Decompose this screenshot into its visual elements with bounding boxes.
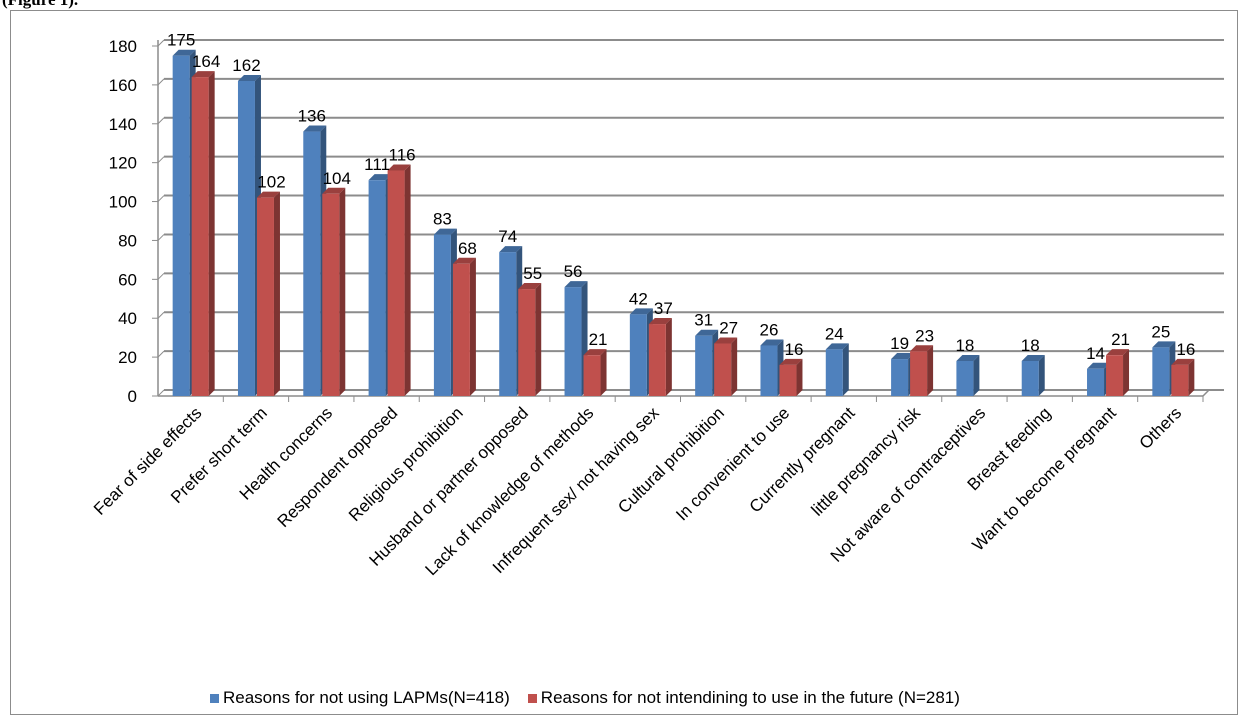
gridline-diagonal xyxy=(157,156,165,164)
bar-series2 xyxy=(387,164,411,396)
data-label-series2: 104 xyxy=(323,169,351,188)
category-label: Others xyxy=(1136,403,1186,453)
bars xyxy=(172,49,1195,397)
legend-label-series1: Reasons for not using LAPMs(N=418) xyxy=(223,688,510,707)
data-label-series1: 136 xyxy=(298,107,326,126)
data-label-series2: 16 xyxy=(785,340,804,359)
data-label-series1: 14 xyxy=(1086,344,1105,363)
gridline-diagonal xyxy=(157,272,165,280)
bar-series2 xyxy=(779,358,803,396)
data-label-series2: 16 xyxy=(1176,340,1195,359)
category-label: Religious prohibition xyxy=(345,403,467,525)
data-label-series2: 102 xyxy=(257,173,285,192)
bar-series1 xyxy=(825,343,849,396)
data-label-series2: 116 xyxy=(389,145,416,164)
category-label: Fear of side effects xyxy=(90,403,205,518)
x-axis-depth xyxy=(1202,389,1210,397)
bar-series2 xyxy=(322,187,346,396)
data-label-series1: 42 xyxy=(629,289,648,308)
data-label-series2: 21 xyxy=(589,330,608,349)
legend-item-series2: Reasons for not intendining to use in th… xyxy=(527,688,960,708)
category-label: Respondent opposed xyxy=(274,403,402,531)
data-label-series1: 31 xyxy=(694,311,713,330)
data-label-series1: 83 xyxy=(433,210,452,229)
gridline-diagonal xyxy=(157,78,165,86)
data-label-series1: 26 xyxy=(760,320,779,339)
y-tick-label: 80 xyxy=(118,231,137,250)
gridline-diagonal xyxy=(157,195,165,202)
data-label-series1: 162 xyxy=(232,56,260,75)
legend-swatch-series1 xyxy=(210,693,219,703)
data-label-series1: 24 xyxy=(825,324,844,343)
data-label-series2: 68 xyxy=(458,239,477,258)
legend-swatch-series2 xyxy=(527,693,537,703)
gridline-diagonal xyxy=(157,117,165,125)
category-label: little pregnancy risk xyxy=(808,403,925,520)
bar-series2 xyxy=(1171,358,1195,396)
bar-series2 xyxy=(518,283,542,396)
gridline-diagonal xyxy=(157,234,165,241)
bar-series2 xyxy=(583,349,607,396)
y-tick-label: 40 xyxy=(118,309,137,328)
data-label-series1: 74 xyxy=(498,227,517,246)
y-tick-label: 120 xyxy=(109,154,137,173)
y-tick-label: 20 xyxy=(118,348,137,367)
bar-series2 xyxy=(256,191,280,396)
legend-label-series2: Reasons for not intendining to use in th… xyxy=(540,688,960,707)
gridline-diagonal xyxy=(157,311,165,319)
y-tick-label: 140 xyxy=(109,115,137,134)
bar-series2 xyxy=(910,345,934,396)
y-tick-label: 0 xyxy=(128,387,137,406)
bar-series2 xyxy=(714,337,738,396)
y-tick-label: 160 xyxy=(109,76,137,95)
data-label-series2: 37 xyxy=(654,299,673,318)
y-tick-label: 180 xyxy=(109,37,137,56)
y-axis-ticks: 0 20 40 60 80 100 120 140 160 180 xyxy=(109,37,137,406)
data-label-series1: 18 xyxy=(955,336,974,355)
y-tick-label: 100 xyxy=(109,193,137,212)
bar-series1 xyxy=(1021,355,1045,396)
figure-caption: (Figure 1). xyxy=(2,0,78,10)
data-label-series2: 27 xyxy=(719,319,738,338)
data-label-series1: 175 xyxy=(167,31,195,50)
data-label-series2: 55 xyxy=(523,264,542,283)
data-label-series2: 164 xyxy=(192,52,220,71)
data-label-series1: 19 xyxy=(890,334,909,353)
data-label-series2: 23 xyxy=(915,326,934,345)
bar-series1 xyxy=(956,355,980,396)
bar-series2 xyxy=(191,71,215,396)
gridline-diagonal xyxy=(157,389,165,397)
category-label: In convenient to use xyxy=(672,403,793,524)
bar-series2 xyxy=(452,257,476,396)
data-label-series1: 18 xyxy=(1021,336,1040,355)
data-label-series1: 56 xyxy=(564,262,583,281)
legend: Reasons for not using LAPMs(N=418) Reaso… xyxy=(210,688,972,708)
data-label-series1: 111 xyxy=(364,155,390,174)
bar-series2 xyxy=(1106,349,1130,396)
gridline-diagonal xyxy=(157,350,165,358)
data-label-series2: 21 xyxy=(1111,330,1130,349)
y-tick-label: 60 xyxy=(118,270,137,289)
data-label-series1: 25 xyxy=(1151,322,1170,341)
bar-series2 xyxy=(648,318,672,396)
legend-item-series1: Reasons for not using LAPMs(N=418) xyxy=(210,688,510,708)
gridline-diagonal xyxy=(157,39,165,47)
